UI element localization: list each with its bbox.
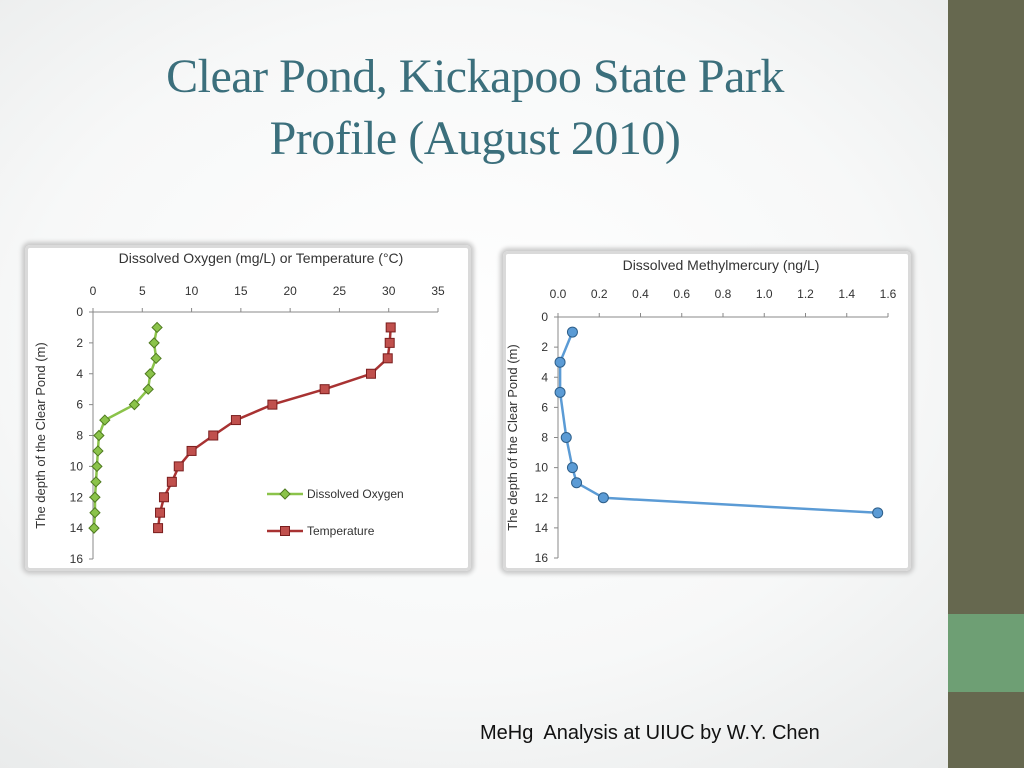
y-tick-label: 6 — [541, 400, 548, 414]
x-tick-label: 20 — [283, 284, 297, 298]
data-point — [872, 507, 884, 519]
legend: Dissolved Oxygen Temperature — [267, 487, 404, 538]
data-point — [92, 445, 104, 457]
y-tick-label: 2 — [541, 340, 548, 354]
chart-panel-do-temp: Dissolved Oxygen (mg/L) or Temperature (… — [25, 245, 471, 571]
data-point — [597, 492, 609, 504]
data-point — [554, 356, 566, 368]
y-tick-label: 16 — [535, 551, 549, 565]
slide-footer: MeHg Analysis at UIUC by W.Y. Chen — [480, 722, 820, 744]
x-tick-label: 0.6 — [673, 287, 690, 301]
series-temperature — [153, 322, 396, 534]
data-point — [142, 383, 154, 395]
x-tick-label: 15 — [234, 284, 248, 298]
data-point — [384, 337, 395, 348]
data-point — [560, 432, 572, 443]
data-point — [128, 398, 141, 411]
chart-panel-mehg: Dissolved Methylmercury (ng/L) 0.0 0.2 0.4 0… — [503, 251, 911, 571]
y-tick-label: 8 — [541, 431, 548, 445]
y-tick-label: 4 — [76, 367, 83, 381]
chart-methylmercury: Dissolved Methylmercury (ng/L) 0.0 0.2 0.4 0… — [505, 257, 897, 565]
data-point — [385, 322, 396, 333]
data-point — [91, 460, 103, 473]
data-point — [88, 522, 100, 534]
x-tick-label: 25 — [333, 284, 347, 298]
data-point — [571, 477, 583, 489]
x-tick-label: 1.0 — [756, 287, 773, 301]
x-tick-label: 35 — [431, 284, 445, 298]
series-line — [92, 327, 159, 529]
data-point — [148, 337, 160, 349]
y-tick-label: 6 — [76, 398, 83, 412]
slide-title-line2: Profile (August 2010) — [269, 112, 681, 165]
y-tick-label: 2 — [76, 336, 83, 350]
x-tick-label: 0.4 — [632, 287, 649, 301]
data-point — [382, 353, 393, 364]
data-point — [173, 461, 184, 472]
x-tick-label: 1.4 — [838, 287, 855, 301]
data-point — [208, 430, 219, 441]
data-point — [319, 384, 330, 395]
y-tick-label: 12 — [70, 490, 84, 504]
y-axis-label: The depth of the Clear Pond (m) — [505, 344, 520, 530]
x-tick-label: 0.2 — [591, 287, 608, 301]
data-point — [93, 429, 105, 442]
data-point — [153, 523, 164, 534]
slide-title: Clear Pond, Kickapoo State Park Profile … — [40, 46, 910, 170]
series-methylmercury — [554, 326, 884, 519]
data-point — [90, 476, 102, 488]
y-axis-label: The depth of the Clear Pond (m) — [33, 342, 48, 528]
y-tick-label: 14 — [535, 521, 549, 535]
data-point — [230, 415, 241, 426]
x-tick-label: 0.8 — [715, 287, 732, 301]
data-point — [150, 352, 162, 365]
x-tick-label: 1.2 — [797, 287, 814, 301]
data-point — [89, 506, 101, 519]
y-tick-label: 0 — [76, 305, 83, 319]
legend-label: Temperature — [307, 524, 375, 538]
series-line — [558, 331, 878, 515]
chart-title: Dissolved Methylmercury (ng/L) — [623, 257, 820, 273]
chart-do-temp: Dissolved Oxygen (mg/L) or Temperature (… — [33, 250, 445, 566]
series-dissolved-oxygen — [88, 321, 163, 534]
legend-marker — [279, 488, 291, 500]
sidebar-accent-block — [948, 614, 1024, 692]
y-tick-label: 12 — [535, 491, 549, 505]
y-tick-label: 10 — [70, 459, 84, 473]
data-point — [155, 507, 166, 518]
y-tick-label: 8 — [76, 429, 83, 443]
data-point — [99, 414, 111, 426]
y-tick-label: 10 — [535, 461, 549, 475]
chart-title: Dissolved Oxygen (mg/L) or Temperature (… — [119, 250, 404, 266]
data-point — [267, 399, 278, 410]
x-tick-label: 0.0 — [550, 287, 567, 301]
x-tick-label: 5 — [139, 284, 146, 298]
y-tick-label: 0 — [541, 310, 548, 324]
y-tick-label: 4 — [541, 370, 548, 384]
x-tick-label: 30 — [382, 284, 396, 298]
data-point — [166, 476, 177, 487]
legend-marker — [280, 526, 290, 536]
legend-label: Dissolved Oxygen — [307, 487, 404, 501]
data-point — [89, 491, 101, 503]
data-point — [158, 492, 169, 503]
x-tick-label: 0 — [90, 284, 97, 298]
data-point — [365, 368, 376, 379]
data-point — [554, 386, 566, 398]
slide-title-line1: Clear Pond, Kickapoo State Park — [166, 50, 784, 103]
y-tick-label: 16 — [70, 552, 84, 566]
data-point — [144, 368, 156, 380]
x-tick-label: 10 — [185, 284, 199, 298]
data-point — [566, 462, 578, 474]
x-tick-label: 1.6 — [880, 287, 897, 301]
data-point — [186, 445, 197, 456]
data-point — [566, 326, 578, 338]
y-tick-label: 14 — [70, 521, 84, 535]
data-point — [151, 321, 163, 334]
